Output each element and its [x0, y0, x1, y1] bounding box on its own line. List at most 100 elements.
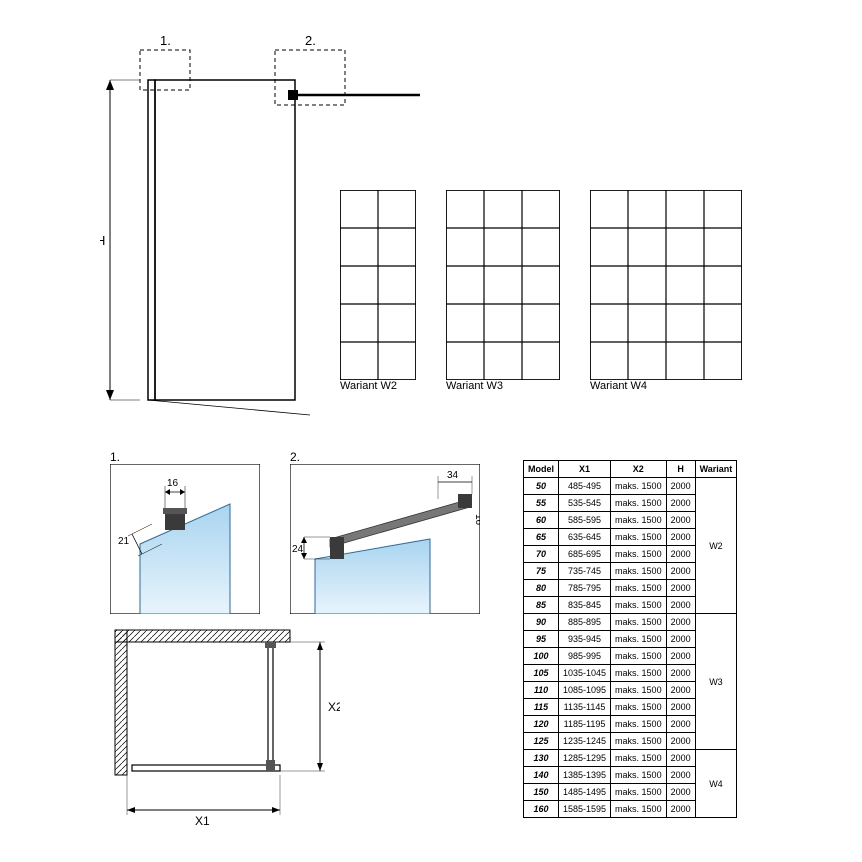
table-row: 50485-495maks. 15002000W2: [524, 478, 737, 495]
table-row: 1301285-1295maks. 15002000W4: [524, 750, 737, 767]
table-cell: 115: [524, 699, 559, 716]
table-cell: 2000: [666, 478, 695, 495]
table-cell: 105: [524, 665, 559, 682]
table-cell: 935-945: [559, 631, 611, 648]
table-cell: maks. 1500: [611, 648, 667, 665]
table-cell: 1485-1495: [559, 784, 611, 801]
table-cell: 2000: [666, 631, 695, 648]
table-cell: 685-695: [559, 546, 611, 563]
variant-w2: Wariant W2: [340, 190, 416, 392]
table-header: Wariant: [695, 461, 737, 478]
table-cell: 85: [524, 597, 559, 614]
table-cell: 60: [524, 512, 559, 529]
table-cell: 2000: [666, 733, 695, 750]
table-cell: 100: [524, 648, 559, 665]
table-cell: 585-595: [559, 512, 611, 529]
table-header: H: [666, 461, 695, 478]
variant-w3-label: Wariant W3: [446, 380, 560, 392]
table-cell: maks. 1500: [611, 529, 667, 546]
table-cell: 835-845: [559, 597, 611, 614]
table-cell: maks. 1500: [611, 716, 667, 733]
callout-1-label: 1.: [160, 33, 171, 48]
table-cell: 50: [524, 478, 559, 495]
table-cell: maks. 1500: [611, 495, 667, 512]
table-cell: 1385-1395: [559, 767, 611, 784]
table-cell: 70: [524, 546, 559, 563]
table-cell: 985-995: [559, 648, 611, 665]
table-cell: 2000: [666, 648, 695, 665]
table-cell: 2000: [666, 682, 695, 699]
spec-table: ModelX1X2HWariant 50485-495maks. 1500200…: [523, 460, 737, 818]
table-cell: maks. 1500: [611, 478, 667, 495]
table-cell: maks. 1500: [611, 563, 667, 580]
table-cell: maks. 1500: [611, 682, 667, 699]
table-cell: 1085-1095: [559, 682, 611, 699]
table-cell: 735-745: [559, 563, 611, 580]
plan-x2-label: X2: [328, 700, 340, 714]
table-header: X2: [611, 461, 667, 478]
table-cell: maks. 1500: [611, 580, 667, 597]
table-cell: 75: [524, 563, 559, 580]
detail1-dim16: 16: [167, 478, 179, 489]
table-cell: 1285-1295: [559, 750, 611, 767]
table-cell: 55: [524, 495, 559, 512]
spec-table-container: ModelX1X2HWariant 50485-495maks. 1500200…: [523, 460, 737, 818]
variant-grids: Wariant W2 Wariant W3 Wariant W4: [340, 190, 742, 392]
table-cell: 2000: [666, 597, 695, 614]
plan-x1-label: X1: [195, 814, 210, 828]
table-cell: maks. 1500: [611, 665, 667, 682]
table-wariant-cell: W4: [695, 750, 737, 818]
table-cell: maks. 1500: [611, 597, 667, 614]
table-cell: 1135-1145: [559, 699, 611, 716]
table-cell: 2000: [666, 512, 695, 529]
detail-2: 2. 24 34 16: [290, 450, 480, 614]
table-cell: 110: [524, 682, 559, 699]
table-cell: maks. 1500: [611, 767, 667, 784]
detail2-dim34: 34: [447, 470, 459, 481]
table-cell: 2000: [666, 665, 695, 682]
table-cell: 2000: [666, 546, 695, 563]
detail-2-title: 2.: [290, 450, 480, 464]
table-cell: maks. 1500: [611, 614, 667, 631]
table-cell: maks. 1500: [611, 546, 667, 563]
detail2-dim24: 24: [292, 544, 304, 555]
table-cell: 120: [524, 716, 559, 733]
table-cell: 2000: [666, 716, 695, 733]
table-cell: 2000: [666, 529, 695, 546]
callout-2-label: 2.: [305, 33, 316, 48]
table-cell: 140: [524, 767, 559, 784]
detail-1-title: 1.: [110, 450, 260, 464]
plan-view-diagram: X1 X2: [110, 625, 340, 830]
table-cell: maks. 1500: [611, 733, 667, 750]
table-cell: 95: [524, 631, 559, 648]
table-cell: 65: [524, 529, 559, 546]
table-cell: maks. 1500: [611, 801, 667, 818]
dim-h-label: H: [100, 233, 105, 248]
table-cell: 485-495: [559, 478, 611, 495]
table-cell: 2000: [666, 495, 695, 512]
detail2-dim16: 16: [473, 514, 480, 526]
table-cell: 1235-1245: [559, 733, 611, 750]
table-cell: maks. 1500: [611, 699, 667, 716]
table-wariant-cell: W3: [695, 614, 737, 750]
detail1-dim21: 21: [118, 536, 130, 547]
table-cell: 1035-1045: [559, 665, 611, 682]
table-cell: 2000: [666, 750, 695, 767]
table-cell: 2000: [666, 563, 695, 580]
variant-w2-label: Wariant W2: [340, 380, 416, 392]
table-cell: maks. 1500: [611, 784, 667, 801]
table-row: 90885-895maks. 15002000W3: [524, 614, 737, 631]
table-cell: 150: [524, 784, 559, 801]
detail-1: 1. 16 21: [110, 450, 260, 614]
table-cell: 130: [524, 750, 559, 767]
table-cell: 1585-1595: [559, 801, 611, 818]
table-header: X1: [559, 461, 611, 478]
table-cell: 2000: [666, 580, 695, 597]
table-cell: 125: [524, 733, 559, 750]
table-wariant-cell: W2: [695, 478, 737, 614]
table-cell: 635-645: [559, 529, 611, 546]
table-cell: 160: [524, 801, 559, 818]
table-header: Model: [524, 461, 559, 478]
table-cell: 1185-1195: [559, 716, 611, 733]
table-cell: 785-795: [559, 580, 611, 597]
